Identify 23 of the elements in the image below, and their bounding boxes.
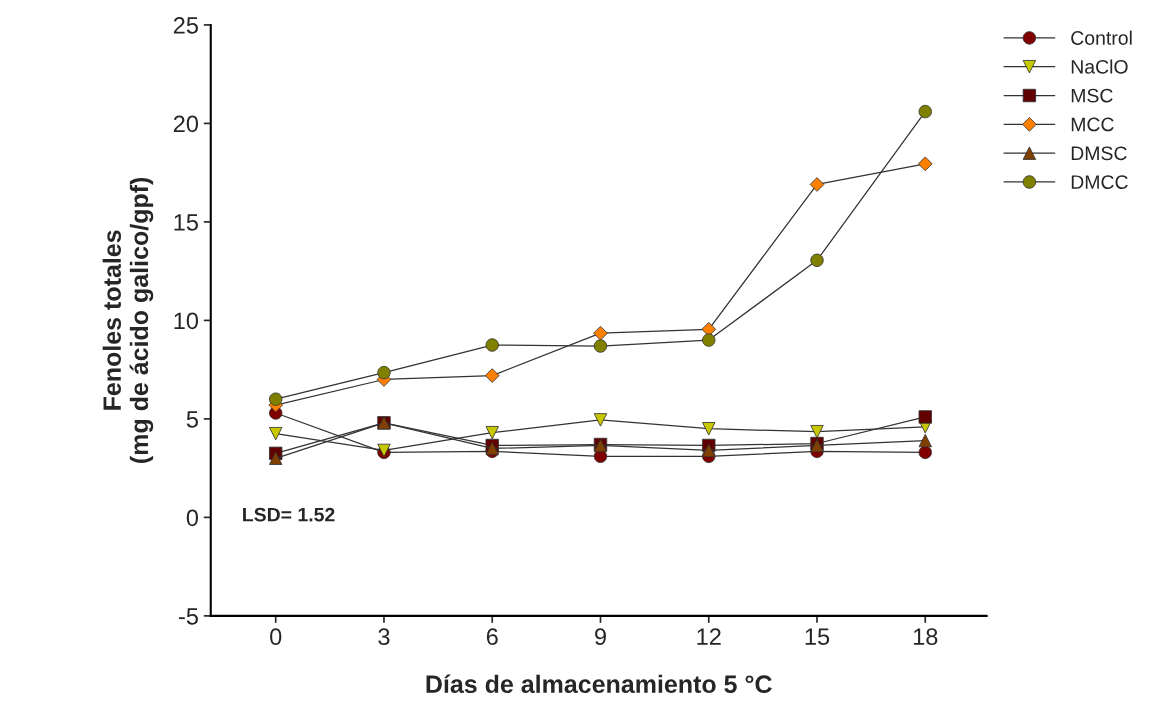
x-tick-label: 0	[270, 628, 282, 646]
y-tick-label: 5	[186, 411, 198, 428]
y-axis-title: Fenoles totales (mg de ácido galico/gpf)	[102, 177, 154, 463]
legend-label: DMCC	[1071, 175, 1128, 189]
legend-label: NaClO	[1071, 59, 1128, 74]
legend-label: MCC	[1071, 117, 1114, 132]
y-tick-label: 25	[173, 16, 198, 34]
x-tick-label: 12	[697, 628, 721, 645]
x-tick-label: 15	[805, 628, 830, 646]
x-tick-label: 18	[913, 628, 938, 646]
y-tick-label: 15	[174, 214, 198, 231]
annotation: LSD= 1.52	[243, 507, 335, 522]
y-tick-label: -5	[179, 608, 198, 625]
x-tick-label: 6	[486, 628, 498, 646]
legend-label: Control	[1071, 30, 1132, 45]
legend-label: DMSC	[1071, 146, 1127, 161]
legend-label: MSC	[1071, 88, 1113, 103]
y-tick-label: 20	[173, 115, 199, 133]
x-tick-label: 9	[595, 628, 606, 646]
x-axis-title: Días de almacenamiento 5 °C	[426, 674, 772, 694]
y-tick-label: 0	[186, 509, 199, 527]
y-tick-label: 10	[174, 312, 199, 330]
x-tick-label: 3	[378, 628, 390, 646]
